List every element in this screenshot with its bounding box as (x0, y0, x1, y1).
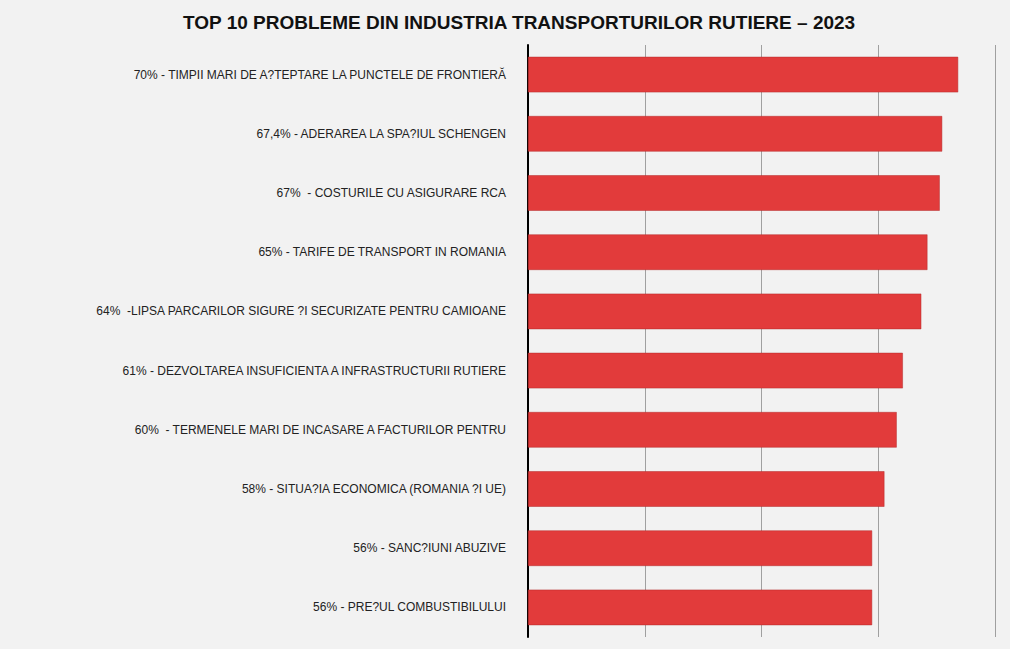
svg-text:70% - TIMPII MARI DE A?TEPTARE: 70% - TIMPII MARI DE A?TEPTARE LA PUNCTE… (134, 67, 506, 82)
svg-text:61% - DEZVOLTAREA INSUFICIENTA: 61% - DEZVOLTAREA INSUFICIENTA A INFRAST… (123, 364, 506, 378)
svg-text:65% - TARIFE DE TRANSPORT IN R: 65% - TARIFE DE TRANSPORT IN ROMANIA (258, 245, 506, 259)
svg-text:58% - SITUA?IA ECONOMICA (ROMA: 58% - SITUA?IA ECONOMICA (ROMANIA ?I UE) (242, 482, 506, 496)
svg-text:64% -LIPSA PARCARILOR SIGURE: 64% -LIPSA PARCARILOR SIGURE ?I SECURIZA… (96, 304, 506, 318)
svg-text:67% - COSTURILE CU ASIGURARE: 67% - COSTURILE CU ASIGURARE RCA (277, 186, 506, 200)
svg-text:56% - SANC?IUNI ABUZIVE: 56% - SANC?IUNI ABUZIVE (353, 541, 506, 555)
svg-text:TOP 10 PROBLEME DIN INDUSTRIA: TOP 10 PROBLEME DIN INDUSTRIA TRANSPORTU… (183, 12, 855, 33)
svg-text:67,4% - ADERAREA LA SPA?IUL SC: 67,4% - ADERAREA LA SPA?IUL SCHENGEN (257, 127, 506, 141)
svg-text:56% - PRE?UL COMBUSTIBILULUI: 56% - PRE?UL COMBUSTIBILULUI (313, 600, 506, 614)
svg-text:60% - TERMENELE MARI DE INCAS: 60% - TERMENELE MARI DE INCASARE A FACTU… (135, 423, 506, 437)
